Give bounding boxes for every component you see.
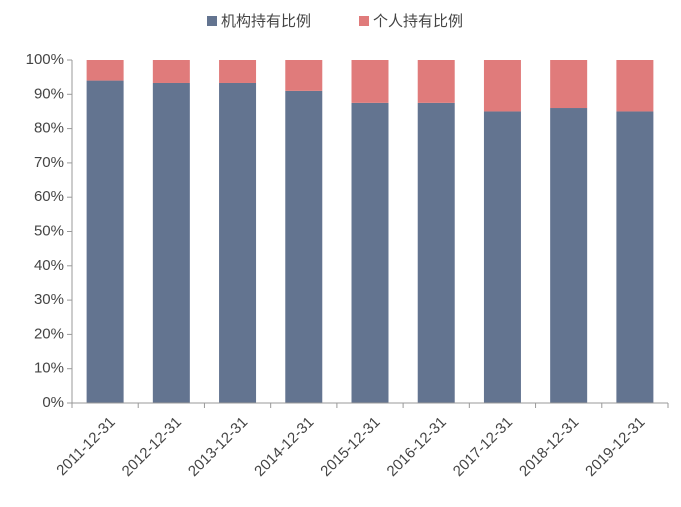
x-tick-label: 2012-12-31	[119, 414, 185, 480]
x-tick-label: 2018-12-31	[516, 414, 582, 480]
x-tick-label: 2014-12-31	[251, 414, 317, 480]
bar-segment	[351, 102, 389, 403]
bar-segment	[152, 60, 190, 83]
bar-segment	[219, 82, 257, 403]
bar-segment	[351, 60, 389, 103]
y-tick-label: 80%	[34, 120, 64, 137]
bar-segment	[285, 60, 323, 91]
bar-segment	[86, 60, 124, 81]
y-tick-label: 100%	[26, 51, 64, 68]
x-tick-label: 2019-12-31	[582, 414, 648, 480]
y-tick-label: 90%	[34, 85, 64, 102]
bar-segment	[219, 60, 257, 83]
bar-segment	[417, 102, 455, 403]
legend-swatch	[359, 16, 369, 26]
legend-label: 个人持有比例	[373, 13, 463, 30]
y-tick-label: 70%	[34, 154, 64, 171]
x-tick-label: 2013-12-31	[185, 414, 251, 480]
bar-segment	[616, 111, 654, 403]
y-tick-label: 20%	[34, 325, 64, 342]
bar-segment	[483, 111, 521, 403]
x-tick-label: 2011-12-31	[53, 414, 118, 479]
bar-segment	[550, 60, 588, 109]
y-tick-label: 10%	[34, 360, 64, 377]
bar-segment	[616, 60, 654, 112]
bar-segment	[285, 90, 323, 404]
y-tick-label: 30%	[34, 291, 64, 308]
x-tick-label: 2015-12-31	[317, 414, 383, 480]
bar-segment	[152, 82, 190, 403]
y-tick-label: 40%	[34, 257, 64, 274]
bar-segment	[417, 60, 455, 103]
bar-segment	[86, 80, 124, 403]
y-tick-label: 0%	[42, 394, 64, 411]
x-tick-label: 2017-12-31	[450, 414, 516, 480]
y-tick-label: 60%	[34, 188, 64, 205]
y-tick-label: 50%	[34, 222, 64, 239]
bar-segment	[550, 108, 588, 404]
legend-swatch	[207, 16, 217, 26]
bar-segment	[483, 60, 521, 112]
x-tick-label: 2016-12-31	[384, 414, 450, 480]
legend-label: 机构持有比例	[221, 13, 311, 30]
